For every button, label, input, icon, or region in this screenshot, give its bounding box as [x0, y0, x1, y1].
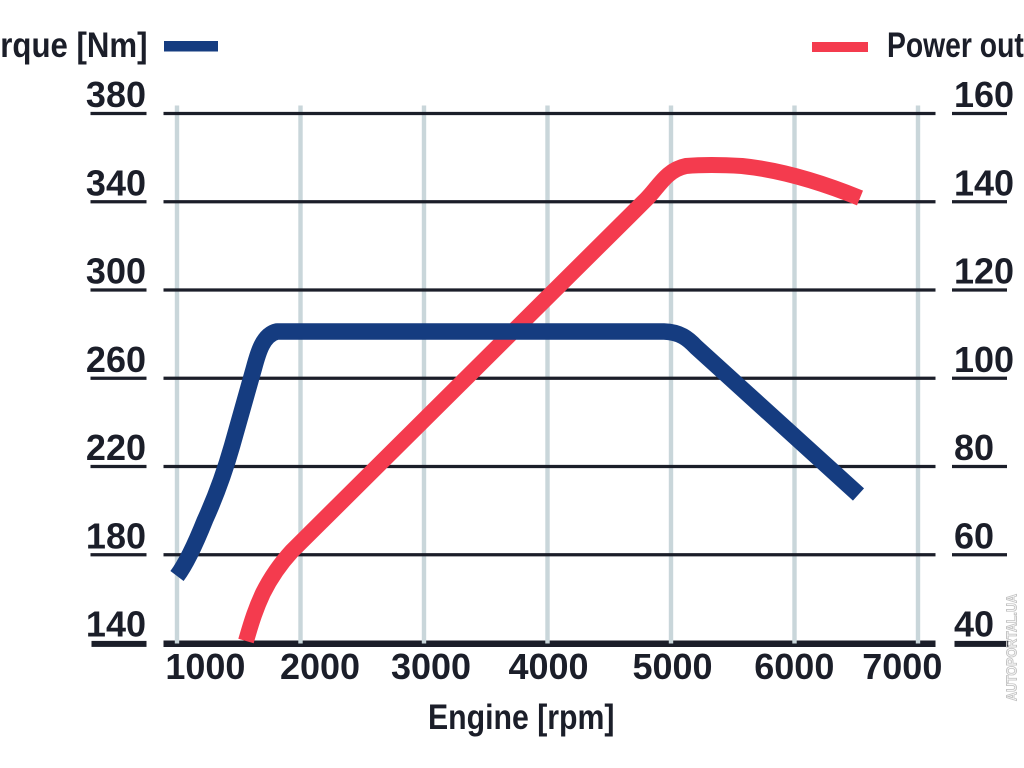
svg-text:60: 60 [954, 515, 994, 556]
svg-text:Power output [kW]: Power output [kW] [887, 26, 1024, 65]
svg-text:100: 100 [954, 339, 1014, 380]
svg-text:1000: 1000 [165, 646, 245, 687]
svg-text:80: 80 [954, 427, 994, 468]
svg-text:260: 260 [86, 339, 146, 380]
svg-text:140: 140 [954, 162, 1014, 203]
svg-text:220: 220 [86, 427, 146, 468]
svg-text:300: 300 [86, 251, 146, 292]
svg-text:160: 160 [954, 74, 1014, 115]
svg-text:2000: 2000 [280, 646, 360, 687]
svg-text:Engine [rpm]: Engine [rpm] [428, 698, 615, 737]
svg-text:120: 120 [954, 251, 1014, 292]
svg-text:6000: 6000 [754, 646, 834, 687]
svg-text:Torque [Nm]: Torque [Nm] [0, 26, 148, 65]
svg-text:40: 40 [954, 604, 994, 645]
svg-text:7000: 7000 [862, 646, 942, 687]
svg-text:3000: 3000 [391, 646, 471, 687]
svg-text:AUTOPORTAL.UA: AUTOPORTAL.UA [1004, 594, 1021, 701]
svg-text:340: 340 [86, 162, 146, 203]
svg-text:4000: 4000 [508, 646, 588, 687]
svg-text:5000: 5000 [632, 646, 712, 687]
svg-text:180: 180 [86, 515, 146, 556]
svg-text:140: 140 [86, 604, 146, 645]
svg-text:380: 380 [86, 74, 146, 115]
